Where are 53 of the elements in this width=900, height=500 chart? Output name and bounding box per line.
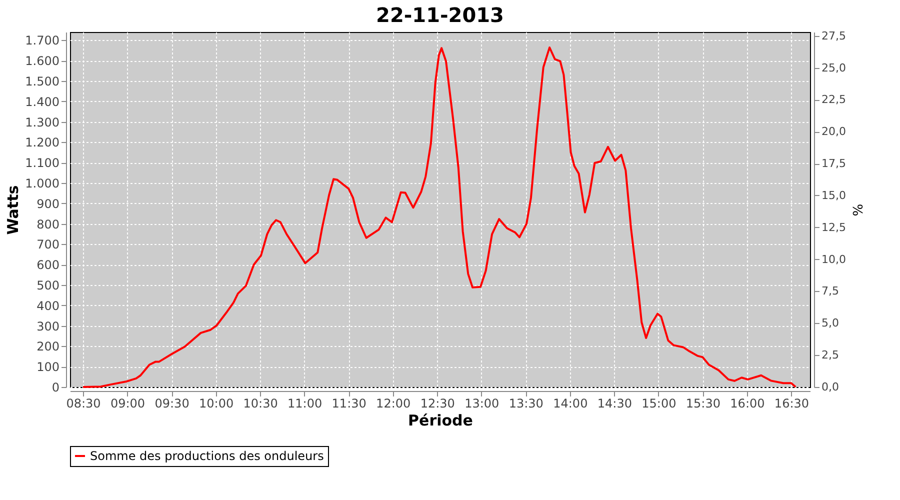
y2-tick-label: 17,5 (822, 157, 846, 170)
y-tick-label: 200 (36, 340, 60, 354)
y2-tick-label: 2,5 (822, 348, 839, 362)
y2-tick-label: 20,0 (822, 125, 846, 138)
x-tick-label: 13:00 (464, 396, 500, 410)
y2-tick-label: 25,0 (822, 61, 846, 74)
y2-tick-label: 5,0 (822, 316, 839, 330)
x-tick-label: 15:00 (642, 396, 676, 410)
x-tick-label: 10:00 (199, 396, 234, 410)
y2-tick-label: 10,0 (822, 252, 846, 266)
y-tick-label: 700 (36, 238, 60, 252)
x-tick-label: 16:00 (730, 396, 765, 410)
x-tick-label: 09:30 (154, 396, 190, 410)
y-tick-label: 1.400 (25, 94, 60, 109)
x-tick-label: 11:30 (332, 396, 366, 410)
x-tick-label: 15:30 (686, 396, 720, 410)
y-axis-title: Watts (4, 185, 22, 235)
y2-tick-label: 12,5 (822, 220, 846, 234)
y-tick-label: 600 (36, 258, 60, 272)
chart-title: 22-11-2013 (376, 2, 504, 27)
y-tick-label: 400 (36, 298, 60, 313)
x-tick-label: 10:30 (243, 396, 278, 410)
x-tick-label: 14:00 (553, 396, 588, 410)
y2-tick-label: 27,5 (822, 29, 846, 42)
y2-tick-label: 7,5 (822, 284, 839, 298)
legend-label: Somme des productions des onduleurs (90, 449, 324, 463)
x-tick-label: 12:30 (420, 396, 455, 410)
y-tick-label: 1.300 (25, 115, 60, 130)
x-tick-label: 13:30 (508, 396, 544, 410)
line-series (82, 46, 797, 388)
x-tick-label: 09:00 (110, 396, 146, 410)
y2-tick-label: 15,0 (822, 188, 846, 202)
y-tick-label: 1.700 (25, 34, 60, 48)
x-axis-title: Période (408, 412, 473, 430)
y-tick-label: 1.600 (25, 54, 60, 68)
y-tick-label: 900 (36, 196, 60, 211)
x-tick-label: 11:00 (288, 396, 322, 410)
y-tick-label: 0 (52, 380, 60, 394)
y-tick-label: 100 (36, 360, 60, 374)
y-tick-label: 800 (36, 217, 60, 232)
x-tick-label: 16:30 (774, 396, 810, 410)
y-tick-label: 500 (36, 278, 60, 292)
x-tick-label: 08:30 (66, 396, 101, 410)
y-tick-label: 300 (36, 319, 60, 334)
y2-axis-title: % (848, 204, 864, 216)
y2-tick-label: 22,5 (822, 93, 846, 106)
y-tick-label: 1.000 (25, 176, 60, 190)
y-tick-label: 1.500 (25, 74, 60, 88)
x-tick-label: 14:30 (597, 396, 632, 410)
y-tick-label: 1.200 (25, 136, 60, 150)
y-tick-label: 1.100 (25, 156, 60, 170)
y2-tick-label: 0,0 (822, 380, 839, 394)
x-tick-label: 12:00 (376, 396, 411, 410)
